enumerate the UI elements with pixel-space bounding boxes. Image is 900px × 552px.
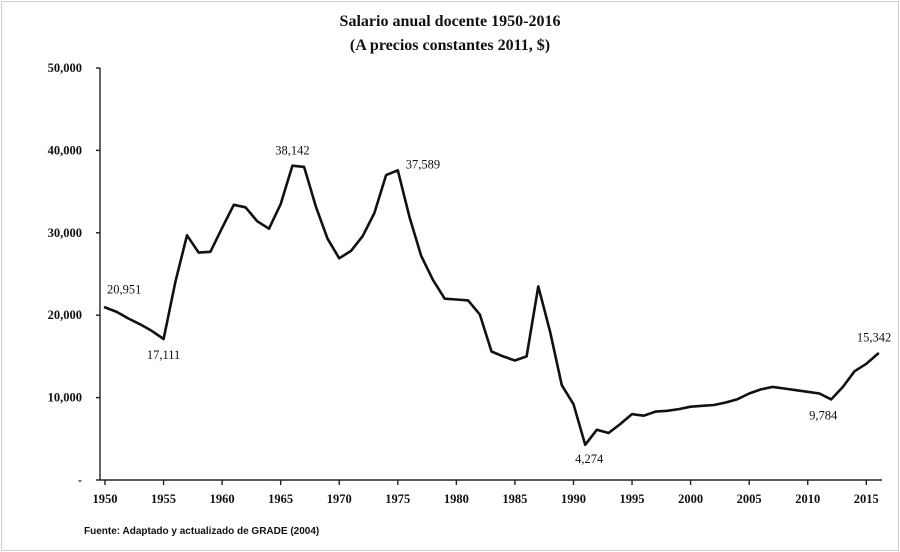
x-tick-label: 2015 <box>854 492 879 506</box>
x-tick-label: 1975 <box>385 492 410 506</box>
x-tick-label: 1985 <box>502 492 527 506</box>
data-label: 17,111 <box>147 348 180 362</box>
data-label: 20,951 <box>107 282 141 296</box>
y-tick-label: - <box>78 473 82 487</box>
x-tick-label: 1960 <box>210 492 235 506</box>
x-axis-ticks: 1950 1955 1960 1965 1970 1975 1980 1985 1990 1995… <box>93 480 879 506</box>
y-tick-label: 50,000 <box>48 61 82 75</box>
series-line-salario <box>103 164 880 447</box>
x-tick-label: 1965 <box>268 492 293 506</box>
x-tick-label: 2000 <box>678 492 703 506</box>
x-tick-label: 1990 <box>561 492 586 506</box>
source-note: Fuente: Adaptado y actualizado de GRADE … <box>84 526 319 537</box>
x-tick-label: 2005 <box>737 492 762 506</box>
data-labels: 20,951 17,111 38,142 37,589 4,274 9,784 15,342 <box>107 144 891 466</box>
y-tick-label: 30,000 <box>48 226 82 240</box>
x-tick-label: 1970 <box>327 492 352 506</box>
data-label: 37,589 <box>406 157 440 171</box>
x-tick-label: 1995 <box>620 492 645 506</box>
data-label: 9,784 <box>809 408 838 422</box>
data-label: 15,342 <box>857 331 891 345</box>
y-tick-label: 40,000 <box>48 143 82 157</box>
chart-title: Salario anual docente 1950-2016 <box>340 13 561 30</box>
x-tick-label: 1980 <box>444 492 469 506</box>
chart-subtitle: (A precios constantes 2011, $) <box>350 37 550 54</box>
y-axis-ticks: - 10,000 20,000 30,000 40,000 50,000 <box>48 61 100 487</box>
y-tick-label: 10,000 <box>48 391 82 405</box>
data-label: 4,274 <box>575 452 604 466</box>
x-tick-label: 1955 <box>151 492 176 506</box>
x-tick-label: 1950 <box>93 492 118 506</box>
x-tick-label: 2010 <box>795 492 820 506</box>
y-tick-label: 20,000 <box>48 308 82 322</box>
data-label: 38,142 <box>275 144 309 158</box>
